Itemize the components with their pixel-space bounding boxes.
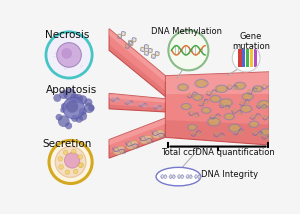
Circle shape	[59, 91, 68, 99]
Circle shape	[71, 115, 78, 122]
Ellipse shape	[193, 94, 202, 100]
Circle shape	[78, 155, 82, 159]
Ellipse shape	[66, 65, 69, 67]
Circle shape	[57, 43, 81, 67]
Circle shape	[58, 116, 69, 127]
Ellipse shape	[249, 121, 258, 127]
Circle shape	[61, 103, 67, 109]
Circle shape	[65, 122, 72, 129]
Ellipse shape	[70, 60, 72, 62]
Text: Gene
mutation: Gene mutation	[232, 32, 270, 51]
Text: Necrosis: Necrosis	[45, 30, 90, 40]
Polygon shape	[165, 72, 269, 94]
Ellipse shape	[254, 86, 262, 92]
Ellipse shape	[202, 108, 210, 113]
Ellipse shape	[261, 129, 270, 135]
Ellipse shape	[113, 146, 125, 155]
Circle shape	[46, 32, 92, 78]
Text: Apoptosis: Apoptosis	[46, 85, 97, 95]
Polygon shape	[109, 94, 165, 103]
Ellipse shape	[61, 60, 64, 62]
Polygon shape	[109, 132, 165, 158]
Ellipse shape	[65, 53, 67, 55]
Bar	[238, 49, 242, 67]
Ellipse shape	[196, 80, 207, 87]
Circle shape	[63, 97, 85, 119]
Circle shape	[78, 95, 87, 104]
Circle shape	[232, 44, 260, 72]
Circle shape	[70, 94, 79, 102]
Ellipse shape	[156, 167, 201, 186]
Circle shape	[71, 149, 76, 154]
Circle shape	[65, 170, 70, 175]
Circle shape	[59, 165, 63, 169]
Circle shape	[64, 88, 76, 100]
Ellipse shape	[188, 125, 196, 130]
Ellipse shape	[220, 99, 232, 106]
Ellipse shape	[178, 84, 188, 90]
Ellipse shape	[243, 93, 253, 100]
Ellipse shape	[80, 65, 83, 66]
Ellipse shape	[208, 118, 220, 126]
Ellipse shape	[53, 56, 56, 58]
Circle shape	[49, 140, 92, 184]
Circle shape	[85, 99, 92, 106]
Ellipse shape	[140, 135, 152, 144]
Ellipse shape	[216, 85, 227, 92]
Text: Secretion: Secretion	[43, 139, 92, 149]
Ellipse shape	[225, 113, 234, 120]
Ellipse shape	[241, 106, 251, 112]
Ellipse shape	[259, 101, 269, 108]
Circle shape	[79, 163, 83, 168]
Circle shape	[79, 108, 86, 115]
Ellipse shape	[235, 82, 245, 89]
Circle shape	[66, 100, 78, 113]
Ellipse shape	[72, 47, 75, 49]
Polygon shape	[109, 94, 165, 112]
Polygon shape	[109, 29, 165, 82]
Circle shape	[73, 169, 78, 174]
Circle shape	[56, 114, 62, 120]
Ellipse shape	[153, 130, 164, 139]
Text: DNA Integrity: DNA Integrity	[202, 170, 259, 179]
Polygon shape	[109, 118, 165, 158]
Polygon shape	[109, 118, 165, 145]
Ellipse shape	[126, 141, 138, 149]
Polygon shape	[165, 120, 269, 145]
Circle shape	[78, 112, 87, 120]
Circle shape	[79, 163, 83, 168]
Text: Total ccfDNA quantification: Total ccfDNA quantification	[161, 148, 274, 157]
Ellipse shape	[54, 52, 56, 54]
Bar	[250, 49, 253, 67]
Polygon shape	[109, 44, 165, 97]
Polygon shape	[165, 72, 269, 145]
Circle shape	[76, 116, 82, 123]
Circle shape	[64, 153, 80, 168]
Ellipse shape	[73, 56, 75, 58]
Circle shape	[74, 94, 83, 103]
Ellipse shape	[80, 66, 82, 68]
Ellipse shape	[64, 67, 68, 70]
Circle shape	[58, 156, 63, 161]
Circle shape	[61, 108, 65, 113]
Ellipse shape	[229, 124, 240, 132]
Circle shape	[61, 48, 72, 59]
Bar	[254, 49, 257, 67]
Ellipse shape	[211, 96, 220, 102]
Circle shape	[63, 150, 68, 155]
Ellipse shape	[182, 104, 190, 109]
Polygon shape	[109, 29, 165, 97]
Circle shape	[168, 30, 208, 70]
Ellipse shape	[69, 63, 71, 64]
Bar	[246, 49, 249, 67]
Circle shape	[55, 147, 86, 177]
Bar	[242, 49, 245, 67]
Polygon shape	[109, 104, 165, 112]
Circle shape	[54, 94, 61, 102]
Circle shape	[84, 103, 94, 113]
Text: DNA Methylation: DNA Methylation	[152, 27, 222, 36]
Circle shape	[88, 105, 94, 111]
